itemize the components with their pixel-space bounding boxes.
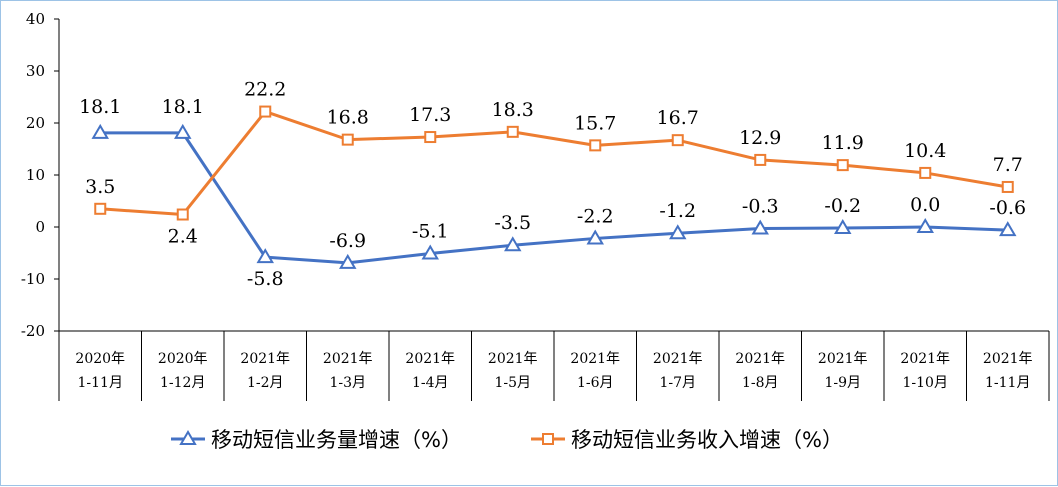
data-point-marker	[256, 248, 274, 264]
data-label: 12.9	[739, 127, 781, 149]
data-label: -2.2	[577, 205, 614, 227]
y-tick-label: 40	[26, 10, 45, 28]
data-point-marker	[176, 208, 189, 221]
data-label: 15.7	[574, 112, 616, 134]
x-tick-label-period: 1-4月	[412, 375, 449, 391]
x-tick-label-period: 1-11月	[985, 375, 1030, 391]
x-tick-label-period: 1-8月	[742, 375, 779, 391]
legend-marker	[179, 430, 197, 445]
x-tick-label-period: 1-11月	[78, 375, 123, 391]
x-tick-label-year: 2021年	[900, 351, 950, 367]
data-label: 11.9	[822, 132, 864, 154]
data-point-marker	[504, 236, 522, 252]
x-tick-label-year: 2021年	[983, 351, 1033, 367]
data-point-marker	[669, 224, 687, 240]
data-label: 7.7	[993, 154, 1023, 176]
data-label: 0.0	[910, 194, 940, 216]
data-point-marker	[751, 219, 769, 235]
x-tick-label-year: 2021年	[735, 351, 785, 367]
x-tick-label-period: 1-2月	[247, 375, 284, 391]
data-point-marker	[919, 166, 932, 179]
data-point-marker	[1001, 180, 1014, 193]
x-tick-label-year: 2021年	[488, 351, 538, 367]
y-tick-label: -10	[21, 270, 45, 288]
data-point-marker	[424, 131, 437, 144]
data-point-marker	[339, 253, 357, 269]
legend-label: 移动短信业务收入增速（%）	[571, 428, 843, 452]
data-label: -5.1	[412, 221, 449, 243]
data-point-marker	[916, 218, 934, 233]
data-point-marker	[999, 221, 1017, 237]
data-label: 16.7	[657, 107, 699, 129]
data-point-marker	[671, 134, 684, 147]
data-point-marker	[589, 139, 602, 152]
data-point-marker	[91, 123, 109, 139]
x-tick-label-period: 1-5月	[494, 375, 531, 391]
series-line-1	[100, 110, 1009, 217]
x-tick-label-year: 2020年	[158, 351, 208, 367]
data-point-marker	[754, 153, 767, 166]
data-label: 18.1	[162, 96, 204, 118]
x-tick-label-period: 1-3月	[329, 375, 366, 391]
data-label: 10.4	[904, 140, 946, 162]
x-tick-label-period: 1-6月	[577, 375, 614, 391]
x-tick-label-period: 1-9月	[824, 375, 861, 391]
x-tick-label-period: 1-12月	[160, 375, 205, 391]
data-label: -5.8	[247, 268, 284, 290]
data-point-marker	[834, 219, 852, 235]
legend-marker	[542, 433, 554, 445]
data-point-marker	[506, 125, 519, 138]
data-point-marker	[94, 202, 107, 215]
data-label: 18.3	[492, 99, 534, 121]
data-label: 3.5	[85, 176, 115, 198]
data-point-marker	[586, 229, 604, 245]
data-point-marker	[341, 133, 354, 146]
y-tick-label: -20	[21, 322, 45, 340]
data-label: 16.8	[327, 107, 369, 129]
data-label: -0.3	[742, 196, 779, 218]
data-label: -3.5	[494, 212, 531, 234]
series-line-0	[100, 131, 1008, 265]
data-label: 18.1	[79, 96, 121, 118]
x-tick-label-year: 2020年	[75, 351, 125, 367]
x-tick-label-year: 2021年	[240, 351, 290, 367]
data-point-marker	[836, 159, 849, 172]
data-label: -0.6	[989, 197, 1026, 219]
x-tick-label-year: 2021年	[818, 351, 868, 367]
data-label: -1.2	[659, 200, 696, 222]
data-label: -0.2	[824, 195, 861, 217]
data-point-marker	[421, 244, 439, 260]
data-label: 22.2	[244, 79, 286, 101]
data-label: -6.9	[329, 230, 366, 252]
data-label: 2.4	[168, 226, 198, 248]
x-tick-label-year: 2021年	[323, 351, 373, 367]
data-label: 17.3	[409, 104, 451, 126]
y-tick-label: 0	[35, 218, 45, 236]
x-tick-label-period: 1-10月	[903, 375, 948, 391]
y-tick-label: 10	[26, 166, 45, 184]
x-tick-label-year: 2021年	[653, 351, 703, 367]
legend-label: 移动短信业务量增速（%）	[211, 428, 462, 452]
y-tick-label: 30	[26, 62, 45, 80]
x-tick-label-period: 1-7月	[659, 375, 696, 391]
x-tick-label-year: 2021年	[405, 351, 455, 367]
data-point-marker	[174, 123, 192, 139]
data-point-marker	[259, 105, 272, 118]
y-tick-label: 20	[26, 114, 45, 132]
x-tick-label-year: 2021年	[570, 351, 620, 367]
